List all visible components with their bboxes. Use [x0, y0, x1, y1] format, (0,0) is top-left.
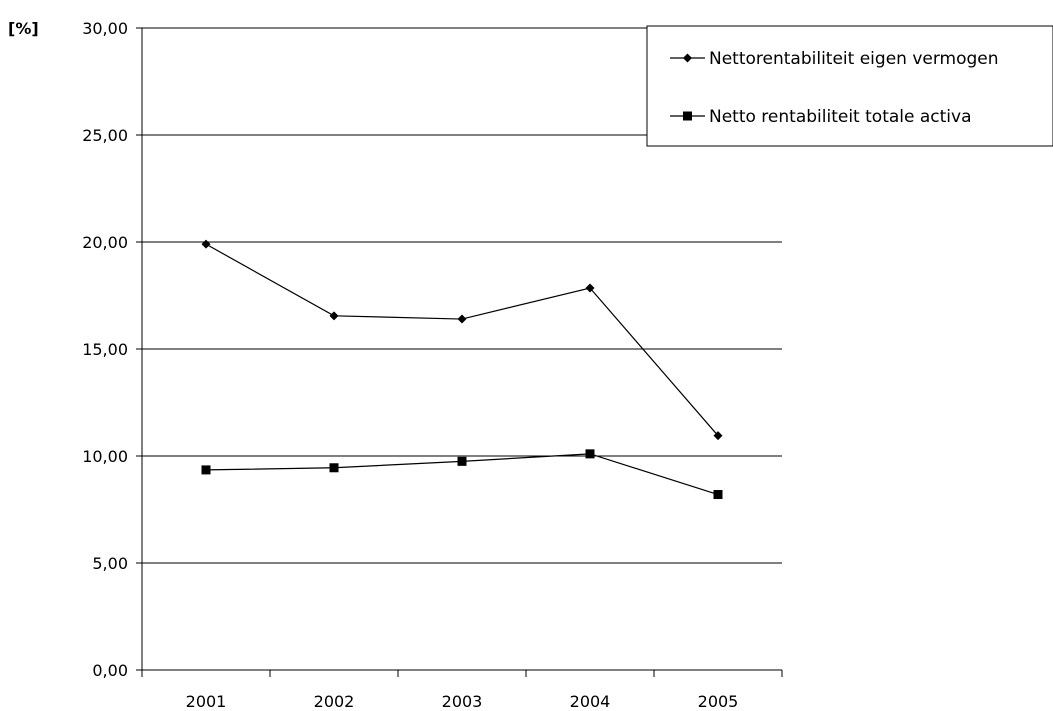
y-axis-unit-label: [%]	[8, 19, 39, 38]
y-axis-ticks: 0,00 5,00 10,00 15,00 20,00 25,00 30,00	[82, 19, 142, 680]
data-point	[201, 239, 211, 249]
x-tick-label: 2001	[186, 692, 227, 711]
data-point	[201, 465, 211, 475]
data-point	[457, 314, 467, 324]
legend-label: Nettorentabiliteit eigen vermogen	[709, 49, 999, 69]
series-line	[205, 243, 719, 437]
series-2	[201, 449, 723, 500]
x-tick-label: 2005	[698, 692, 739, 711]
legend-box	[646, 25, 1053, 147]
series-1	[201, 239, 723, 441]
data-point	[585, 449, 595, 459]
legend-item: Netto rentabiliteit totale activa	[670, 107, 972, 127]
x-axis-ticks: 2001 2002 2003 2004 2005	[141, 670, 783, 711]
data-point	[713, 431, 723, 441]
series-group	[201, 239, 723, 500]
y-tick-label: 25,00	[82, 126, 128, 145]
data-point	[329, 311, 339, 321]
data-point	[457, 456, 467, 466]
y-tick-label: 5,00	[92, 554, 128, 573]
y-tick-label: 20,00	[82, 233, 128, 252]
data-point	[585, 283, 595, 293]
data-point	[329, 463, 339, 473]
x-tick-label: 2002	[314, 692, 355, 711]
y-tick-label: 30,00	[82, 19, 128, 38]
data-point	[713, 490, 723, 500]
y-tick-label: 15,00	[82, 340, 128, 359]
legend-marker	[683, 53, 692, 63]
y-tick-label: 0,00	[92, 661, 128, 680]
gridlines	[142, 27, 782, 564]
legend-item: Nettorentabiliteit eigen vermogen	[670, 49, 999, 69]
legend-label: Netto rentabiliteit totale activa	[709, 107, 972, 127]
legend-items: Nettorentabiliteit eigen vermogen Netto r…	[670, 49, 999, 127]
legend: Nettorentabiliteit eigen vermogen Netto r…	[646, 25, 1053, 147]
x-tick-label: 2004	[570, 692, 611, 711]
legend-marker	[683, 111, 692, 121]
x-tick-label: 2003	[442, 692, 483, 711]
y-tick-label: 10,00	[82, 447, 128, 466]
